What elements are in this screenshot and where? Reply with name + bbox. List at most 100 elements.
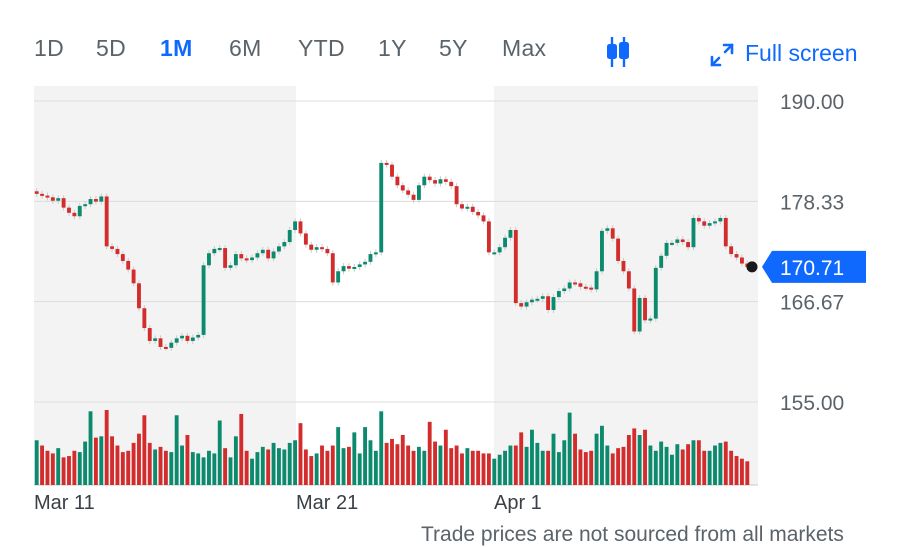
candle[interactable]	[492, 252, 497, 255]
candle[interactable]	[341, 266, 346, 272]
candle[interactable]	[185, 335, 190, 341]
candle[interactable]	[158, 338, 163, 347]
candle[interactable]	[626, 271, 631, 289]
candle[interactable]	[137, 283, 141, 309]
candle[interactable]	[659, 255, 664, 268]
candle[interactable]	[223, 248, 228, 268]
candle[interactable]	[460, 204, 464, 209]
candle[interactable]	[718, 217, 723, 222]
candle[interactable]	[228, 265, 233, 268]
candle[interactable]	[524, 302, 529, 307]
candle[interactable]	[379, 162, 384, 253]
candle[interactable]	[201, 265, 206, 335]
candle[interactable]	[546, 296, 551, 310]
candle[interactable]	[110, 246, 114, 249]
candle[interactable]	[600, 230, 604, 272]
range-5y-button[interactable]: 5Y	[439, 35, 468, 61]
candle[interactable]	[77, 205, 82, 217]
candle[interactable]	[373, 252, 378, 255]
candle[interactable]	[67, 207, 71, 213]
candle[interactable]	[390, 164, 394, 177]
candle[interactable]	[142, 308, 147, 329]
candle[interactable]	[336, 271, 341, 283]
candle[interactable]	[427, 176, 432, 181]
candle[interactable]	[696, 217, 701, 222]
candle[interactable]	[508, 230, 513, 238]
candlestick-icon[interactable]	[603, 36, 633, 68]
candle[interactable]	[180, 335, 184, 339]
candle[interactable]	[422, 176, 427, 186]
candle[interactable]	[573, 282, 577, 285]
candle[interactable]	[298, 221, 303, 234]
candle[interactable]	[707, 223, 712, 226]
candle[interactable]	[190, 337, 195, 341]
candle[interactable]	[449, 181, 454, 187]
candle[interactable]	[702, 221, 707, 226]
candle[interactable]	[287, 230, 292, 243]
candle[interactable]	[454, 186, 459, 205]
candle[interactable]	[713, 221, 717, 224]
candle[interactable]	[734, 254, 739, 258]
candle[interactable]	[465, 206, 470, 209]
candle[interactable]	[83, 204, 88, 207]
candle[interactable]	[115, 248, 120, 255]
candle[interactable]	[277, 246, 281, 252]
candle[interactable]	[670, 242, 674, 245]
candle[interactable]	[664, 242, 669, 256]
candle[interactable]	[438, 179, 443, 184]
candle[interactable]	[50, 197, 55, 201]
candle[interactable]	[567, 282, 572, 289]
candle[interactable]	[363, 261, 368, 265]
candle[interactable]	[519, 303, 524, 307]
range-5d-button[interactable]: 5D	[96, 35, 127, 61]
candle[interactable]	[416, 185, 421, 200]
candle[interactable]	[562, 288, 567, 292]
candle[interactable]	[163, 346, 168, 349]
candle[interactable]	[45, 195, 50, 198]
candle[interactable]	[513, 230, 518, 304]
candle[interactable]	[239, 254, 244, 259]
candle[interactable]	[368, 254, 373, 262]
candle[interactable]	[400, 185, 405, 191]
candle[interactable]	[497, 247, 502, 253]
candle[interactable]	[680, 239, 685, 243]
candle[interactable]	[470, 206, 475, 212]
candle[interactable]	[61, 198, 66, 208]
candle[interactable]	[481, 215, 486, 222]
candle[interactable]	[610, 228, 615, 239]
candle[interactable]	[648, 318, 653, 321]
candle[interactable]	[282, 242, 287, 247]
candle[interactable]	[309, 244, 314, 250]
candle[interactable]	[93, 199, 98, 202]
candle[interactable]	[476, 211, 481, 216]
candle[interactable]	[212, 248, 217, 254]
candle[interactable]	[357, 264, 362, 267]
candle[interactable]	[605, 228, 610, 231]
candle[interactable]	[384, 162, 389, 165]
candle[interactable]	[616, 238, 621, 261]
candle[interactable]	[120, 254, 125, 261]
candle[interactable]	[255, 253, 260, 258]
candle[interactable]	[653, 267, 658, 319]
candle[interactable]	[346, 266, 351, 269]
candle[interactable]	[153, 338, 158, 341]
candle[interactable]	[266, 249, 271, 259]
range-6m-button[interactable]: 6M	[229, 35, 262, 61]
candle[interactable]	[126, 260, 131, 270]
candle[interactable]	[406, 190, 411, 195]
candle[interactable]	[643, 297, 647, 321]
candle[interactable]	[556, 291, 561, 298]
candle[interactable]	[503, 237, 507, 248]
range-1d-button[interactable]: 1D	[34, 35, 65, 61]
candle[interactable]	[583, 286, 588, 289]
candle[interactable]	[330, 253, 335, 283]
candle[interactable]	[314, 247, 319, 250]
candle[interactable]	[691, 217, 696, 248]
candle[interactable]	[486, 221, 491, 253]
candle[interactable]	[303, 233, 308, 245]
candle[interactable]	[72, 212, 77, 217]
candle[interactable]	[196, 334, 201, 338]
candle[interactable]	[540, 296, 545, 299]
candle[interactable]	[686, 242, 691, 248]
candle[interactable]	[621, 260, 626, 272]
